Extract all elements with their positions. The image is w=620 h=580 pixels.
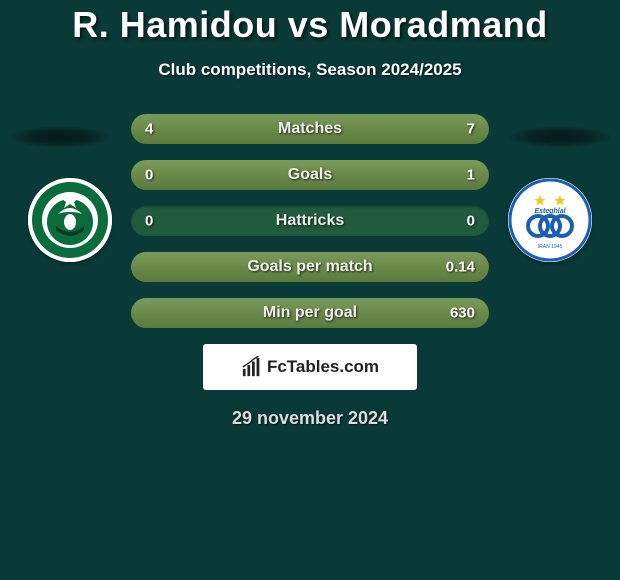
watermark-text: FcTables.com bbox=[267, 357, 379, 377]
page-title: R. Hamidou vs Moradmand bbox=[0, 4, 620, 46]
player-shadow-left bbox=[8, 126, 112, 148]
stat-row: 0 0 Hattricks bbox=[131, 206, 489, 236]
esteghlal-icon: Esteghlal IRAN 1945 bbox=[508, 178, 592, 262]
player-shadow-right bbox=[508, 126, 612, 148]
stat-label: Min per goal bbox=[263, 304, 357, 322]
stat-row: 4 7 Matches bbox=[131, 114, 489, 144]
stats-list: 4 7 Matches 0 1 Goals 0 0 Hattricks 0.14 Goals per… bbox=[131, 114, 489, 328]
stat-value-right: 630 bbox=[450, 305, 475, 322]
stat-row: 0.14 Goals per match bbox=[131, 252, 489, 282]
svg-text:IRAN 1945: IRAN 1945 bbox=[538, 244, 563, 250]
stat-value-right: 0.14 bbox=[446, 259, 475, 276]
svg-text:Esteghlal: Esteghlal bbox=[534, 208, 566, 215]
club-badge-right: Esteghlal IRAN 1945 bbox=[508, 178, 592, 262]
stat-value-right: 1 bbox=[467, 167, 475, 184]
stat-row: 630 Min per goal bbox=[131, 298, 489, 328]
stat-label: Hattricks bbox=[276, 212, 344, 230]
chart-icon bbox=[241, 356, 263, 378]
stat-value-left: 0 bbox=[145, 167, 153, 184]
stat-label: Goals per match bbox=[247, 258, 372, 276]
club-badge-left bbox=[28, 178, 112, 262]
stat-row: 0 1 Goals bbox=[131, 160, 489, 190]
stat-value-left: 4 bbox=[145, 121, 153, 138]
stat-value-right: 7 bbox=[467, 121, 475, 138]
stat-label: Matches bbox=[278, 120, 342, 138]
stat-label: Goals bbox=[288, 166, 332, 184]
subtitle: Club competitions, Season 2024/2025 bbox=[0, 60, 620, 80]
watermark: FcTables.com bbox=[203, 344, 417, 390]
al-ahli-icon bbox=[28, 178, 112, 262]
date-text: 29 november 2024 bbox=[0, 408, 620, 429]
stat-value-right: 0 bbox=[467, 213, 475, 230]
stat-value-left: 0 bbox=[145, 213, 153, 230]
